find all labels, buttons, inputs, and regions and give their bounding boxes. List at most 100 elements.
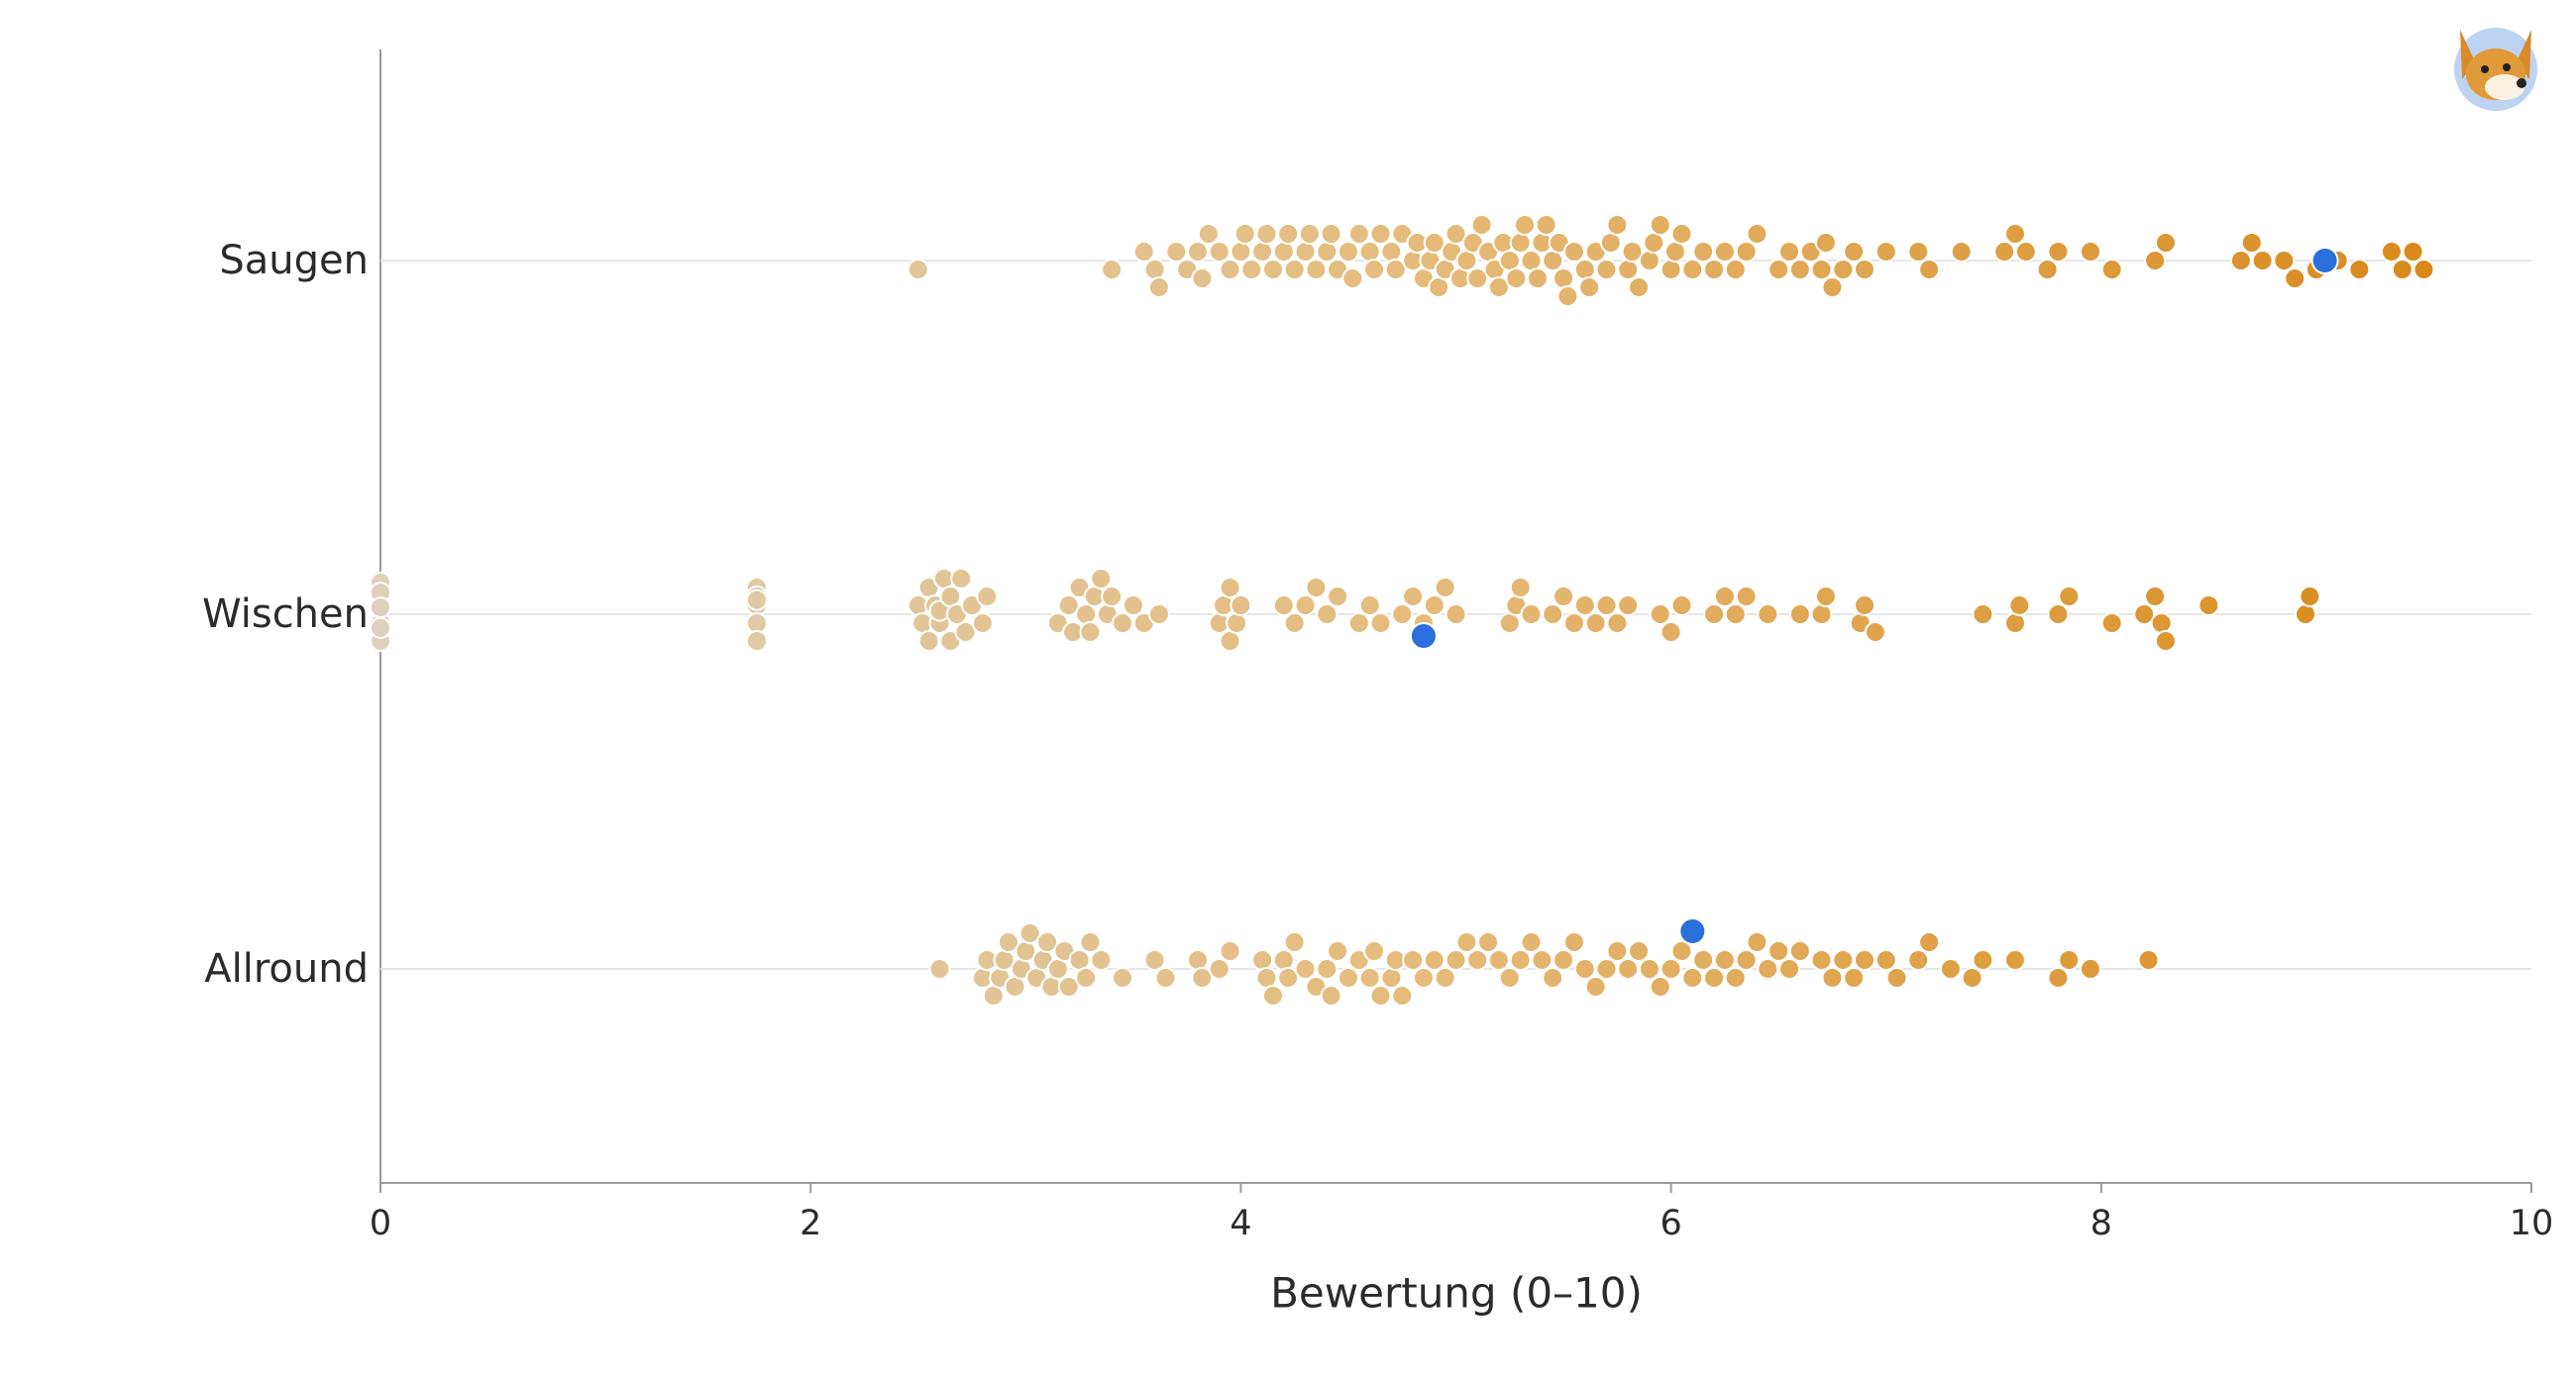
data-point xyxy=(2047,241,2070,263)
data-point xyxy=(2003,612,2026,634)
data-point xyxy=(1638,250,1661,271)
x-tick-label: 4 xyxy=(1230,1204,1251,1243)
data-point xyxy=(1788,603,1811,625)
data-point xyxy=(1391,985,1414,1007)
data-point xyxy=(939,586,962,607)
data-point xyxy=(1208,958,1231,980)
data-point xyxy=(1272,241,1295,263)
y-tick-label: Allround xyxy=(204,946,369,992)
data-point xyxy=(1101,259,1124,280)
y-tick-label: Saugen xyxy=(219,238,369,283)
data-point xyxy=(1757,603,1779,625)
data-point xyxy=(1509,232,1532,254)
data-point xyxy=(2100,612,2123,634)
highlight-point xyxy=(2310,247,2339,274)
data-point xyxy=(1186,241,1209,263)
data-point xyxy=(1578,276,1601,298)
data-point xyxy=(1294,241,1317,263)
data-point xyxy=(1843,241,1866,263)
data-point xyxy=(1746,931,1769,953)
data-point xyxy=(1320,985,1342,1007)
data-point xyxy=(2100,259,2123,280)
data-point xyxy=(2413,259,2435,280)
data-point xyxy=(1703,259,1726,280)
data-point xyxy=(1810,949,1833,971)
data-point xyxy=(1692,949,1715,971)
data-point xyxy=(1342,267,1364,289)
data-point xyxy=(1445,223,1467,245)
data-point xyxy=(1298,223,1321,245)
data-point xyxy=(2154,630,2177,652)
data-point xyxy=(1363,940,1386,962)
data-point xyxy=(1513,214,1536,236)
data-point xyxy=(1832,949,1855,971)
data-point xyxy=(1466,267,1489,289)
data-point xyxy=(1294,958,1317,980)
data-point xyxy=(1735,586,1758,607)
data-point xyxy=(1075,603,1098,625)
data-point xyxy=(2150,612,2173,634)
data-point xyxy=(1423,232,1446,254)
x-tick-label: 2 xyxy=(800,1204,821,1243)
data-point xyxy=(1810,603,1833,625)
data-point xyxy=(1428,276,1450,298)
data-point xyxy=(1562,612,1585,634)
data-point xyxy=(1294,594,1317,616)
data-point xyxy=(1692,241,1715,263)
data-point xyxy=(2273,250,2296,271)
data-point xyxy=(1046,958,1069,980)
data-point xyxy=(1853,949,1876,971)
data-point xyxy=(1768,940,1790,962)
data-point xyxy=(1347,612,1370,634)
data-point xyxy=(1617,958,1640,980)
data-point xyxy=(1509,949,1532,971)
data-point xyxy=(2284,267,2307,289)
data-point xyxy=(1832,259,1855,280)
data-point xyxy=(1606,214,1629,236)
data-point xyxy=(1907,241,1930,263)
data-point xyxy=(1251,241,1274,263)
data-point xyxy=(1090,949,1113,971)
data-point xyxy=(2036,259,2059,280)
data-point xyxy=(1649,976,1671,998)
data-point xyxy=(1520,603,1543,625)
data-point xyxy=(1487,949,1510,971)
data-point xyxy=(1649,603,1671,625)
data-point xyxy=(2133,603,2156,625)
data-point xyxy=(1617,594,1640,616)
data-point xyxy=(1649,214,1671,236)
data-point xyxy=(1380,967,1403,989)
y-tick-label: Wischen xyxy=(202,591,369,637)
data-point xyxy=(1347,223,1370,245)
data-point xyxy=(2058,949,2081,971)
data-point xyxy=(1090,568,1113,589)
data-point xyxy=(1939,958,1962,980)
data-point xyxy=(1821,967,1844,989)
data-point xyxy=(1358,241,1381,263)
data-point xyxy=(1505,267,1528,289)
data-point xyxy=(1531,949,1554,971)
data-point xyxy=(1724,603,1747,625)
data-point xyxy=(1562,241,1585,263)
data-point xyxy=(1562,931,1585,953)
data-point xyxy=(1703,603,1726,625)
data-point xyxy=(2003,223,2026,245)
data-point xyxy=(1617,259,1640,280)
data-point xyxy=(1885,967,1908,989)
data-point xyxy=(1327,940,1349,962)
data-point xyxy=(1305,259,1328,280)
data-point xyxy=(1660,621,1682,643)
data-point xyxy=(1643,232,1665,254)
data-point xyxy=(1337,967,1359,989)
data-point xyxy=(2047,603,2070,625)
data-point xyxy=(1950,241,1973,263)
data-point xyxy=(1283,259,1306,280)
data-point xyxy=(1573,958,1596,980)
data-point xyxy=(1272,594,1295,616)
data-point xyxy=(1778,241,1801,263)
data-point xyxy=(971,612,994,634)
data-point xyxy=(1542,967,1564,989)
data-point xyxy=(1875,241,1897,263)
data-point xyxy=(1814,232,1837,254)
